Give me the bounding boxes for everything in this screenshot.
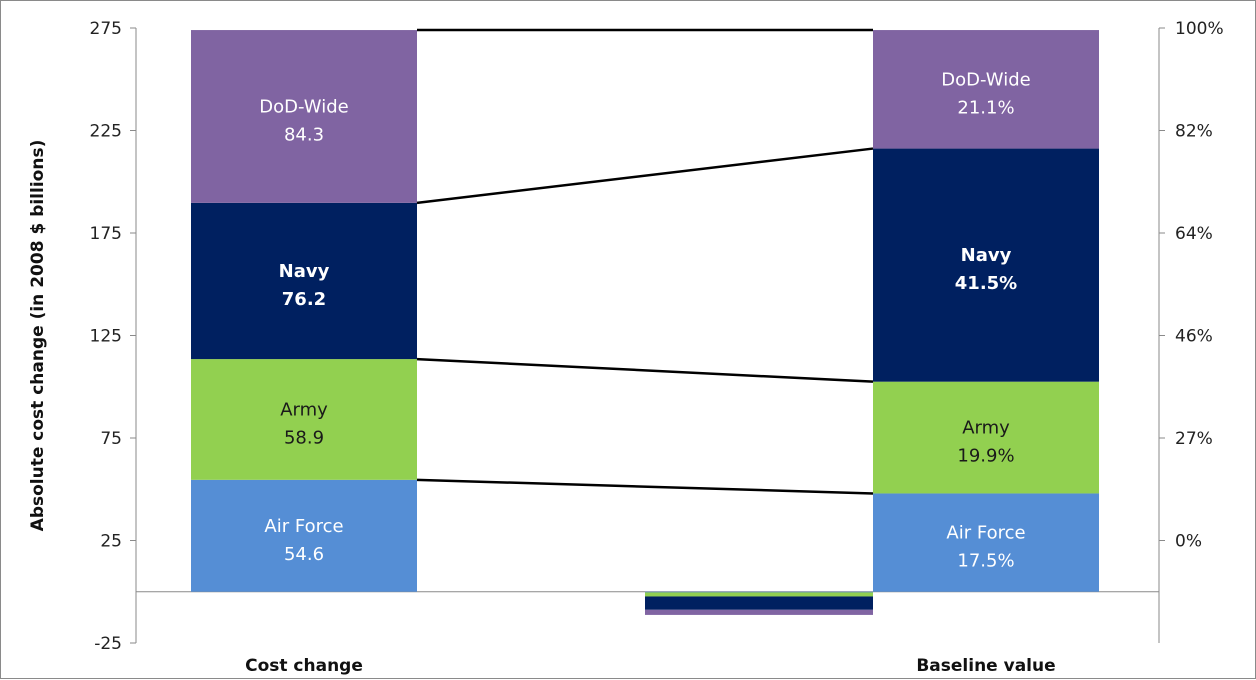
y2-tick-label: 82% [1175, 122, 1213, 142]
segment-label-value: 84.3 [284, 124, 324, 145]
segment-label-name: Navy [279, 261, 330, 282]
negative-bar-segment-army [645, 592, 873, 597]
segment-label-value: 58.9 [284, 427, 324, 448]
segment-label-name: Air Force [946, 523, 1025, 544]
segment-label-name: DoD-Wide [259, 96, 348, 117]
y2-tick-label: 46% [1175, 327, 1213, 347]
bar-segment-cost-navy [191, 202, 417, 360]
x-category-label: Baseline value [916, 656, 1055, 676]
y-tick-label: 125 [90, 327, 122, 347]
negative-bar-segment-air-force [645, 591, 873, 593]
segment-label-value: 76.2 [282, 289, 326, 310]
bar-segment-baseline-air-force [873, 493, 1099, 592]
bar-segment-baseline-army [873, 381, 1099, 494]
connector-line [416, 357, 874, 383]
x-category-label: Cost change [245, 656, 363, 676]
y-tick-label: 225 [90, 122, 122, 142]
y-tick-label: 175 [90, 224, 122, 244]
negative-bar-segment-navy [645, 596, 873, 610]
segment-label-name: Army [962, 418, 1010, 439]
segment-label-name: Navy [961, 245, 1012, 266]
segment-label-name: DoD-Wide [941, 69, 1030, 90]
y-tick-label: 75 [100, 429, 122, 449]
y2-tick-label: 27% [1175, 429, 1213, 449]
y2-tick-label: 0% [1175, 532, 1202, 552]
y-tick-label: 275 [90, 19, 122, 39]
y-tick-label: -25 [94, 634, 122, 654]
bar-segment-cost-army [191, 359, 417, 480]
bar-segment-baseline-dod-wide [873, 30, 1099, 149]
y-tick-label: 25 [100, 532, 122, 552]
y2-tick-label: 64% [1175, 224, 1213, 244]
connector-line [416, 478, 874, 495]
negative-bar-segment-dod-wide [645, 609, 873, 615]
bar-segment-cost-air-force [191, 479, 417, 592]
segment-label-value: 19.9% [957, 446, 1014, 467]
y2-tick-label: 100% [1175, 19, 1224, 39]
segment-label-value: 21.1% [957, 97, 1014, 118]
y-axis-title: Absolute cost change (in 2008 $ billions… [28, 140, 48, 532]
bar-segment-cost-dod-wide [191, 30, 417, 203]
bar-segment-baseline-navy [873, 148, 1099, 382]
connector-line [416, 147, 874, 205]
segment-label-name: Air Force [264, 516, 343, 537]
segment-label-value: 41.5% [955, 273, 1017, 294]
segment-label-value: 54.6 [284, 544, 324, 565]
segment-label-value: 17.5% [957, 551, 1014, 572]
segment-label-name: Army [280, 399, 328, 420]
